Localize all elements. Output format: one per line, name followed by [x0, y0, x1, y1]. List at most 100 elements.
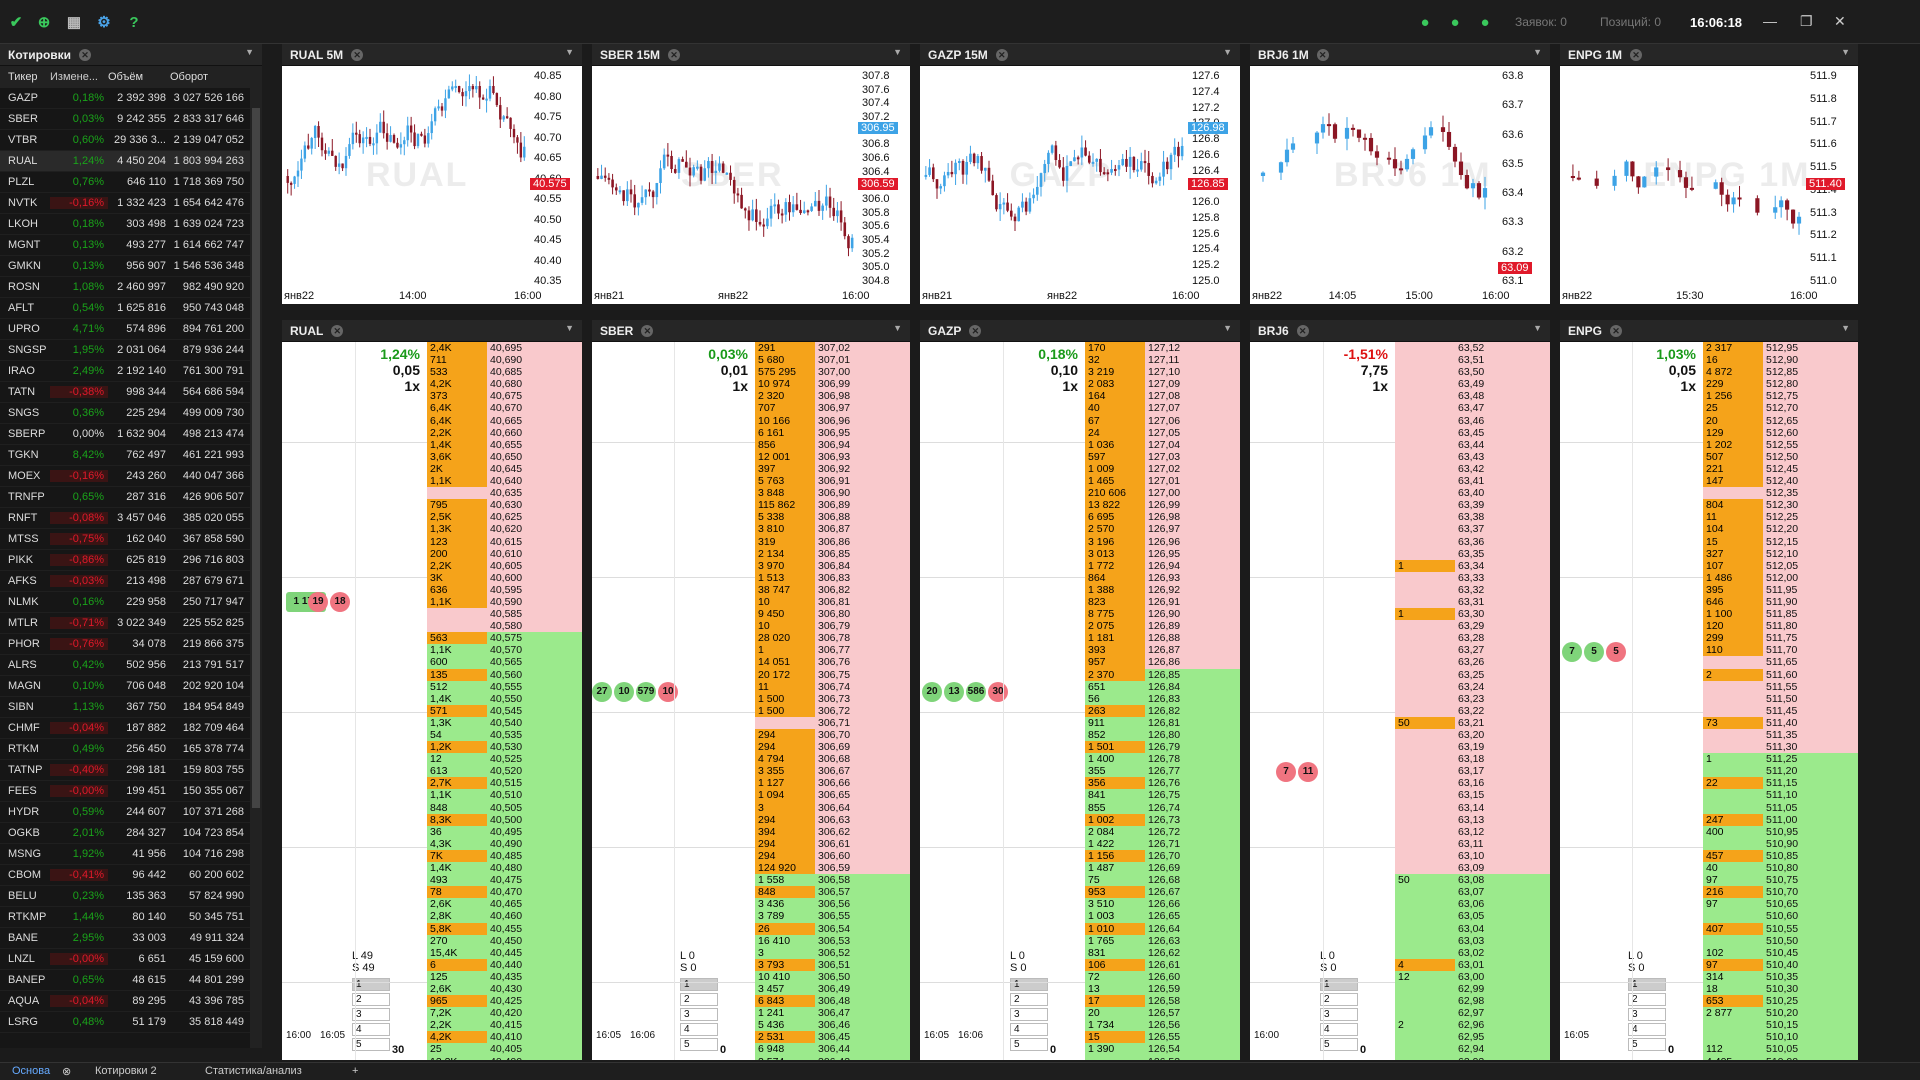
- ladder-row[interactable]: 63,32: [1395, 583, 1550, 596]
- ladder-row[interactable]: 2,2K 40,605: [427, 559, 582, 572]
- ladder-row[interactable]: 1 306,77: [755, 644, 910, 657]
- qty-slot[interactable]: 4: [1628, 1023, 1666, 1036]
- ladder-row[interactable]: 67 127,06: [1085, 414, 1240, 427]
- ladder-row[interactable]: 3 196 126,96: [1085, 535, 1240, 548]
- ladder-row[interactable]: 2,6K 40,430: [427, 982, 582, 996]
- ladder-row[interactable]: 63,23: [1395, 692, 1550, 705]
- table-row[interactable]: SNGS 0,36% 225 294 499 009 730: [0, 403, 262, 424]
- ladder-row[interactable]: 40 510,80: [1703, 862, 1858, 875]
- tab-main[interactable]: Основа: [12, 1065, 51, 1077]
- ladder-row[interactable]: 54 40,535: [427, 729, 582, 742]
- price-chart[interactable]: RUAL40.8540.8040.7540.7040.6540.6040.554…: [282, 66, 582, 304]
- table-row[interactable]: CBOM -0,41% 96 442 60 200 602: [0, 865, 262, 886]
- ladder-row[interactable]: 306,71: [755, 716, 910, 729]
- ladder-row[interactable]: 510,10: [1703, 1031, 1858, 1044]
- ladder-row[interactable]: 102 510,45: [1703, 946, 1858, 959]
- ladder-row[interactable]: 2 317 512,95: [1703, 342, 1858, 355]
- ladder-row[interactable]: 63,33: [1395, 571, 1550, 584]
- trade-bubble[interactable]: 10: [658, 682, 678, 702]
- chevron-down-icon[interactable]: ▼: [565, 323, 574, 333]
- table-row[interactable]: OGKB 2,01% 284 327 104 723 854: [0, 823, 262, 844]
- multiplier[interactable]: 1x: [1680, 378, 1696, 394]
- ladder-row[interactable]: 164 127,08: [1085, 390, 1240, 403]
- trade-bubble[interactable]: 30: [988, 682, 1008, 702]
- ladder-row[interactable]: 63,50: [1395, 366, 1550, 379]
- ladder-row[interactable]: 8 775 126,90: [1085, 608, 1240, 621]
- price-chart[interactable]: SBER307.8307.6307.4307.2307.0306.8306.63…: [592, 66, 910, 304]
- ladder-row[interactable]: 15 126,55: [1085, 1031, 1240, 1044]
- qty-slot[interactable]: 4: [1010, 1023, 1048, 1036]
- qty-slot[interactable]: 5: [1010, 1038, 1048, 1051]
- chevron-down-icon[interactable]: ▼: [1841, 323, 1850, 333]
- ladder-row[interactable]: 221 512,45: [1703, 462, 1858, 476]
- ladder-row[interactable]: 50 63,21: [1395, 716, 1550, 729]
- qty-slot[interactable]: 3: [352, 1008, 390, 1021]
- ladder-row[interactable]: 20 512,65: [1703, 414, 1858, 427]
- ladder-row[interactable]: 63,03: [1395, 934, 1550, 947]
- ladder-row[interactable]: 62,98: [1395, 995, 1550, 1008]
- ladder-row[interactable]: 9 450 306,80: [755, 608, 910, 621]
- ladder-row[interactable]: 1,1K 40,570: [427, 644, 582, 657]
- ladder-row[interactable]: 2 574306,43: [755, 1055, 910, 1060]
- ladder-row[interactable]: 11 512,25: [1703, 511, 1858, 524]
- ladder-row[interactable]: 63,47: [1395, 402, 1550, 415]
- ladder-row[interactable]: 63,13: [1395, 813, 1550, 826]
- table-row[interactable]: IRAO 2,49% 2 192 140 761 300 791: [0, 361, 262, 382]
- ladder-row[interactable]: 63,41: [1395, 475, 1550, 488]
- ladder-row[interactable]: 1,1K 40,640: [427, 475, 582, 488]
- ladder-row[interactable]: 3 013 126,95: [1085, 547, 1240, 560]
- ladder-row[interactable]: 75 126,68: [1085, 874, 1240, 887]
- ladder-row[interactable]: 63,35: [1395, 547, 1550, 560]
- ladder-row[interactable]: 63,18: [1395, 753, 1550, 766]
- ladder-row[interactable]: 856 306,94: [755, 438, 910, 451]
- close-icon[interactable]: ⊗: [62, 1066, 72, 1078]
- ladder-row[interactable]: 63,16: [1395, 777, 1550, 790]
- ladder-row[interactable]: 63,29: [1395, 620, 1550, 633]
- ladder-row[interactable]: 18 510,30: [1703, 982, 1858, 996]
- ladder-row[interactable]: 1 422 126,71: [1085, 837, 1240, 850]
- add-icon[interactable]: ⊕: [37, 14, 51, 31]
- ladder-row[interactable]: 2,5K 40,625: [427, 511, 582, 524]
- ladder-row[interactable]: 1 486 512,00: [1703, 571, 1858, 584]
- ladder-row[interactable]: 107 512,05: [1703, 559, 1858, 572]
- ladder-row[interactable]: 6 948 306,44: [755, 1043, 910, 1056]
- ladder-row[interactable]: 511,65: [1703, 656, 1858, 669]
- ladder-row[interactable]: 15,4K 40,445: [427, 946, 582, 959]
- ladder-row[interactable]: 63,45: [1395, 426, 1550, 439]
- ladder-row[interactable]: 1 465 127,01: [1085, 475, 1240, 488]
- ladder-row[interactable]: 563 40,575: [427, 632, 582, 645]
- ladder-row[interactable]: 355 126,77: [1085, 765, 1240, 778]
- ladder-row[interactable]: 795 40,630: [427, 499, 582, 512]
- ladder-row[interactable]: 1 400 126,78: [1085, 753, 1240, 766]
- ladder-row[interactable]: 10 974 306,99: [755, 378, 910, 391]
- ladder-row[interactable]: 1 487 126,69: [1085, 862, 1240, 875]
- ladder-row[interactable]: 14 051 306,76: [755, 656, 910, 669]
- trade-bubble[interactable]: 579: [636, 682, 656, 702]
- close-icon[interactable]: ✕: [1296, 324, 1309, 337]
- ladder-row[interactable]: 25 512,70: [1703, 402, 1858, 415]
- table-row[interactable]: SBER 0,03% 9 242 355 2 833 317 646: [0, 109, 262, 130]
- ladder-row[interactable]: 5 436 306,46: [755, 1019, 910, 1032]
- ladder-row[interactable]: 63,10: [1395, 849, 1550, 863]
- ladder-row[interactable]: 32 127,11: [1085, 354, 1240, 367]
- ladder-row[interactable]: 3 306,52: [755, 946, 910, 959]
- ladder-row[interactable]: 2,6K 40,465: [427, 898, 582, 911]
- ladder-row[interactable]: 1 500 306,72: [755, 704, 910, 717]
- table-row[interactable]: LSRG 0,48% 51 179 35 818 449: [0, 1012, 262, 1033]
- ladder-row[interactable]: 62,93: [1395, 1055, 1550, 1060]
- ladder-row[interactable]: 507 512,50: [1703, 450, 1858, 463]
- ladder-row[interactable]: 63,52: [1395, 342, 1550, 355]
- ladder-row[interactable]: 1,4K 40,480: [427, 862, 582, 875]
- ladder-row[interactable]: 63,39: [1395, 499, 1550, 512]
- ladder-row[interactable]: 600 40,565: [427, 656, 582, 669]
- qty-slot[interactable]: 2: [1628, 993, 1666, 1006]
- ladder-row[interactable]: 511,05: [1703, 801, 1858, 814]
- ladder-row[interactable]: 1 181 126,88: [1085, 632, 1240, 645]
- ladder-row[interactable]: 63,09: [1395, 862, 1550, 875]
- ladder-row[interactable]: 291 307,02: [755, 342, 910, 355]
- ladder-row[interactable]: 3 810 306,87: [755, 523, 910, 536]
- ladder-row[interactable]: 957 126,86: [1085, 656, 1240, 669]
- chevron-down-icon[interactable]: ▼: [893, 323, 902, 333]
- chevron-down-icon[interactable]: ▼: [893, 47, 902, 57]
- price-ladder[interactable]: 291 307,02 5 680 307,01 575 295 307,00 10 974 3…: [755, 342, 910, 1060]
